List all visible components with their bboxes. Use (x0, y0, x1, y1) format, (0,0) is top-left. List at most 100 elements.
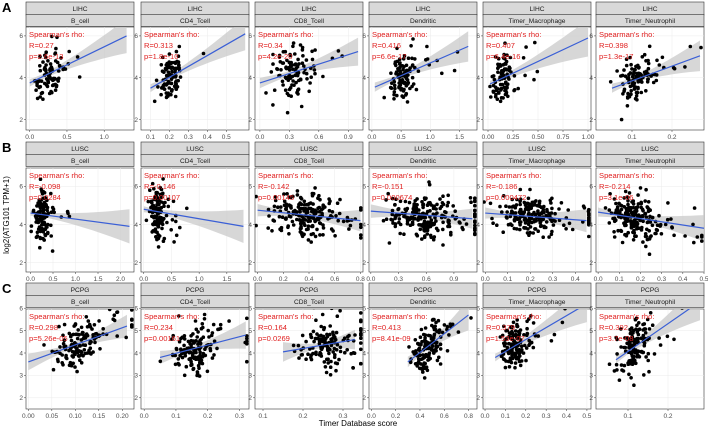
data-point (488, 84, 492, 89)
data-point (338, 309, 342, 313)
strip-label-cell: B_cell (71, 158, 89, 165)
strip-label-cancer: PCPG (414, 287, 433, 294)
data-point (432, 327, 437, 332)
data-point (641, 240, 645, 244)
data-point (519, 220, 523, 224)
y-tick-label: 4 (589, 75, 593, 82)
data-point (61, 363, 65, 367)
data-point (617, 201, 621, 206)
y-tick-label: 6 (589, 33, 593, 40)
data-point (56, 69, 61, 73)
data-point (61, 333, 65, 338)
x-tick-label: 0.6 (314, 134, 323, 141)
data-point (434, 207, 438, 211)
annotation-r: R=0.298 (29, 323, 58, 332)
y-tick-label: 2 (362, 395, 366, 402)
data-point (498, 62, 502, 67)
data-point (124, 335, 128, 340)
data-point (174, 74, 178, 78)
data-point (299, 353, 304, 357)
y-tick-label: 5 (476, 328, 480, 335)
data-point (587, 220, 591, 224)
data-point (270, 229, 274, 233)
data-point (77, 354, 81, 358)
plot-content (26, 27, 134, 130)
data-point (504, 328, 508, 333)
data-point (503, 338, 507, 342)
data-point (296, 72, 300, 76)
data-point (40, 220, 45, 224)
data-point (86, 319, 91, 323)
strip-label-cancer: PCPG (641, 287, 660, 294)
data-point (501, 194, 506, 198)
data-point (390, 196, 395, 201)
data-point (165, 65, 170, 70)
data-point (353, 333, 357, 337)
data-point (638, 218, 643, 223)
data-point (612, 235, 617, 239)
data-point (359, 208, 363, 212)
data-point (402, 54, 407, 58)
data-point (197, 340, 202, 344)
data-point (671, 65, 676, 70)
data-point (387, 241, 392, 245)
data-point (156, 85, 160, 89)
strip-label-cancer: LUSC (528, 146, 546, 153)
data-point (313, 234, 318, 239)
data-point (634, 209, 638, 214)
x-tick-label: 0.00 (22, 413, 35, 420)
data-point (413, 199, 418, 203)
panel-strip-cell (595, 295, 705, 308)
data-point (643, 232, 648, 236)
data-point (160, 226, 164, 231)
data-point (632, 383, 636, 388)
data-point (38, 245, 42, 250)
data-point (177, 63, 181, 67)
strip-label-cell: CD4_Tcell (180, 299, 211, 306)
plot-content (483, 309, 591, 409)
data-point (44, 224, 49, 229)
y-tick-label: 3 (362, 373, 366, 380)
data-point (293, 62, 298, 66)
data-point (302, 64, 306, 68)
data-point (57, 76, 61, 81)
data-point (308, 219, 313, 223)
data-point (310, 57, 315, 62)
data-point (196, 330, 200, 334)
data-point (647, 252, 652, 256)
data-point (180, 335, 185, 340)
data-point (152, 186, 156, 191)
data-point (73, 322, 78, 326)
data-point (304, 58, 309, 62)
data-point (628, 339, 633, 343)
data-point (170, 337, 174, 341)
data-point (69, 334, 73, 339)
panel-LIHC-Dendritic: LIHC Dendritic Spearman's rho: R=0.416 p=6.6… (362, 1, 478, 141)
data-point (40, 216, 45, 221)
data-point (169, 92, 173, 97)
data-point (158, 359, 163, 364)
data-point (167, 86, 172, 90)
data-point (359, 222, 363, 227)
data-point (624, 63, 629, 68)
data-point (643, 199, 647, 203)
data-point (67, 49, 71, 54)
data-point (445, 349, 450, 353)
data-point (432, 351, 436, 355)
data-point (626, 198, 630, 203)
data-point (177, 339, 182, 344)
data-point (508, 55, 513, 60)
data-point (514, 203, 519, 207)
y-tick-label: 6 (248, 33, 252, 40)
data-point (510, 209, 514, 213)
data-point (338, 345, 343, 350)
regression-line (598, 211, 704, 229)
x-tick-label: 0.8 (464, 413, 473, 420)
data-point (200, 322, 205, 326)
data-point (560, 320, 565, 325)
data-point (488, 201, 493, 206)
data-point (291, 223, 296, 227)
y-tick-label: 4 (362, 350, 366, 357)
data-point (44, 196, 48, 201)
x-tick-label: 1.0 (100, 134, 109, 141)
